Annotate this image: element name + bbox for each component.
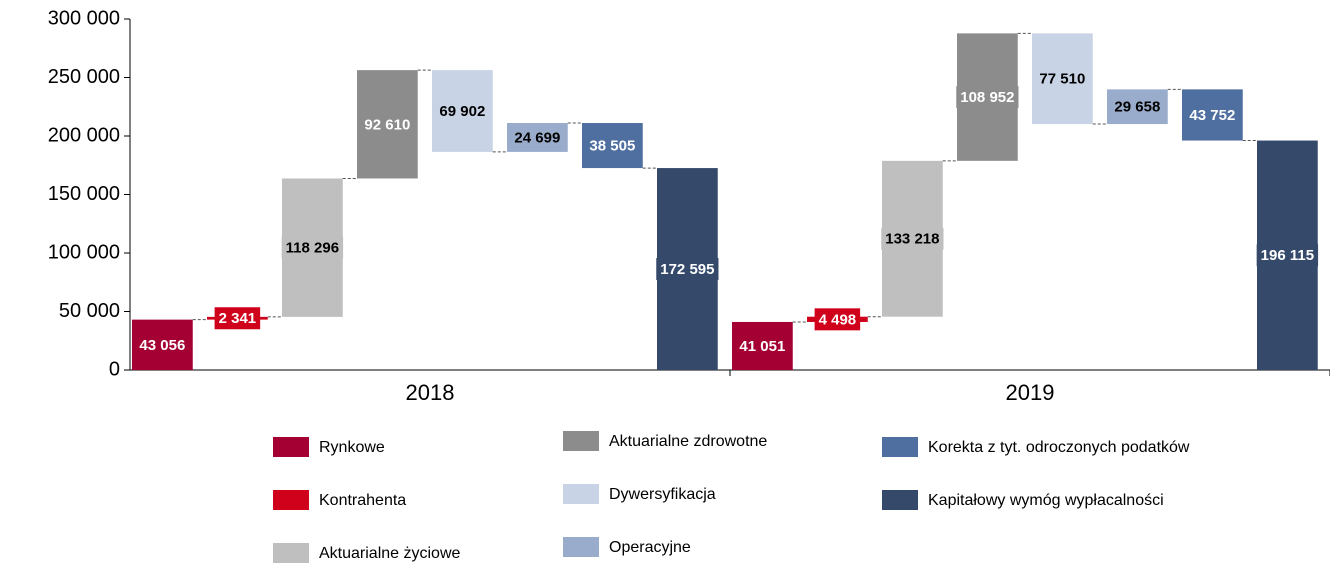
value-label: 172 595 [660, 261, 714, 278]
value-label-bg [656, 258, 719, 281]
value-label: 29 658 [1114, 99, 1160, 116]
y-tick-label: 0 [109, 358, 120, 380]
value-label-bg [135, 333, 190, 356]
value-label: 2 341 [219, 310, 257, 327]
legend-swatch [882, 437, 918, 457]
value-label: 108 952 [960, 89, 1014, 106]
legend-swatch [273, 437, 309, 457]
value-label-bg [881, 227, 944, 250]
value-label-bg [585, 134, 640, 157]
legend-swatch [882, 490, 918, 510]
value-label-bg [1256, 244, 1319, 267]
value-label-bg [510, 126, 565, 149]
value-label-bg [1110, 95, 1165, 118]
y-tick-label: 300 000 [48, 7, 120, 29]
value-label: 4 498 [819, 311, 857, 328]
legend-swatch [273, 490, 309, 510]
value-label-bg [814, 308, 861, 331]
value-label: 24 699 [514, 129, 560, 146]
value-label: 38 505 [589, 138, 635, 155]
value-label-bg [214, 307, 261, 330]
x-tick-label: 2018 [406, 380, 455, 405]
value-label-bg [735, 334, 790, 357]
legend-label: Aktuarialne życiowe [319, 545, 461, 562]
legend-swatch [273, 543, 309, 563]
value-label-bg [360, 113, 415, 136]
value-label-bg [1185, 103, 1240, 126]
value-label: 92 610 [364, 116, 410, 133]
x-tick-label: 2019 [1006, 380, 1055, 405]
legend-label: Rynkowe [319, 439, 385, 456]
value-label-bg [956, 86, 1019, 109]
value-label: 118 296 [286, 240, 339, 257]
legend-swatch [563, 431, 599, 451]
value-label: 69 902 [439, 103, 485, 120]
legend-swatch [563, 484, 599, 504]
value-label: 77 510 [1039, 71, 1085, 88]
legend-label: Korekta z tyt. odroczonych podatków [928, 439, 1190, 456]
value-label: 43 752 [1189, 107, 1235, 124]
y-tick-label: 50 000 [59, 300, 120, 322]
value-label: 41 051 [739, 338, 785, 355]
y-tick-label: 100 000 [48, 241, 120, 263]
value-label: 196 115 [1261, 247, 1314, 264]
value-label: 133 218 [885, 231, 939, 248]
legend-swatch [563, 537, 599, 557]
value-label-bg [1035, 67, 1090, 90]
y-tick-label: 250 000 [48, 66, 120, 88]
y-tick-label: 200 000 [48, 124, 120, 146]
legend-label: Aktuarialne zdrowotne [609, 433, 767, 450]
value-label: 43 056 [139, 337, 185, 354]
legend-label: Operacyjne [609, 539, 691, 556]
legend-label: Kontrahenta [319, 492, 406, 509]
legend-label: Kapitałowy wymóg wypłacalności [928, 492, 1164, 509]
legend-label: Dywersyfikacja [609, 486, 716, 503]
y-tick-label: 150 000 [48, 183, 120, 205]
value-label-bg [281, 236, 344, 259]
value-label-bg [435, 100, 490, 123]
